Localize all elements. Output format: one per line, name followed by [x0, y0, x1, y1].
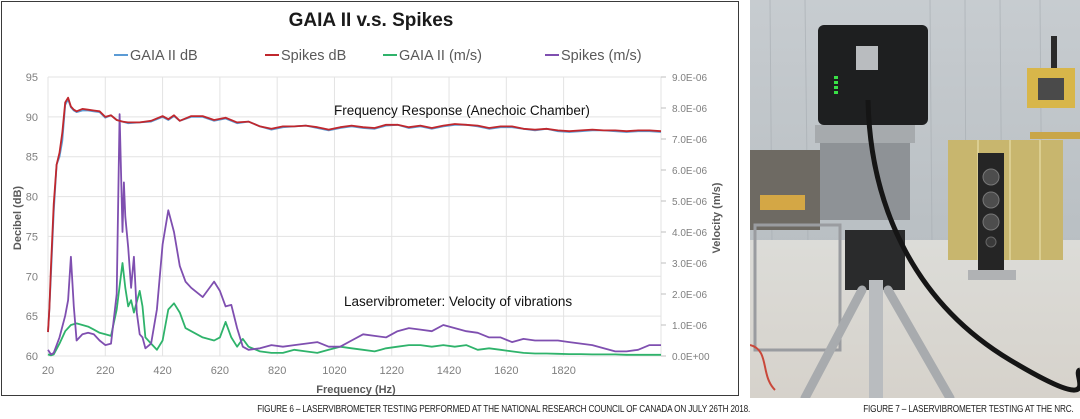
speaker-driver: [982, 191, 1000, 209]
device-mount-top: [815, 125, 915, 143]
y2-tick-label: 8.0E-06: [672, 104, 707, 115]
legend: GAIA II dB Spikes dB GAIA II (m/s) Spikes (…: [114, 48, 642, 64]
y-tick-label: 90: [26, 112, 38, 124]
y2-tick-label: 1.0E-06: [672, 321, 707, 332]
speaker-base: [968, 270, 1016, 280]
red-cable: [750, 344, 776, 391]
annotation-frequency-response: Frequency Response (Anechoic Chamber): [334, 103, 590, 118]
x-tick-label: 1220: [379, 365, 403, 377]
x-tick-label: 1820: [551, 365, 575, 377]
yellow-box: [760, 195, 805, 210]
speaker-driver: [982, 168, 1000, 186]
series-line-spikes-db: [47, 96, 662, 333]
y2-tick-label: 7.0E-06: [672, 135, 707, 146]
metal-frame: [753, 223, 842, 352]
laser-aperture: [856, 46, 878, 70]
figure-7-caption: FIGURE 7 – LASERVIBROMETER TESTING AT TH…: [863, 404, 1075, 415]
chart-frame: 60 65 70 75 80 85 90 95 20 220 420 620 820 1020 1220 14…: [1, 1, 739, 396]
series-line-spikes-m-s: [47, 113, 661, 356]
legend-label: Spikes (m/s): [561, 48, 642, 64]
x-tick-label: 420: [153, 365, 171, 377]
speaker-driver: [982, 213, 1000, 231]
y2-tick-label: 0.0E+00: [672, 352, 710, 363]
y-tick-label: 65: [26, 311, 38, 323]
chart-title: GAIA II v.s. Spikes: [289, 10, 454, 31]
tripod-legs: [800, 285, 955, 398]
y2-tick-label: 6.0E-06: [672, 166, 707, 177]
gridlines: [47, 76, 662, 357]
speaker-driver: [985, 236, 997, 248]
y-tick-label: 75: [26, 231, 38, 243]
tripod-column: [869, 280, 883, 398]
y2-tick-label: 5.0E-06: [672, 197, 707, 208]
y-tick-label: 80: [26, 192, 38, 204]
legend-label: GAIA II dB: [130, 48, 198, 64]
y2-axis-title: Velocity (m/s): [711, 182, 723, 253]
x-tick-label: 220: [96, 365, 114, 377]
y2-tick-label: 3.0E-06: [672, 259, 707, 270]
x-tick-label: 20: [42, 365, 54, 377]
y-tick-label: 95: [26, 72, 38, 84]
light-panel-center: [1038, 78, 1064, 100]
figure-6-caption: FIGURE 6 – LASERVIBROMETER TESTING PERFO…: [257, 404, 750, 415]
y-tick-label: 60: [26, 351, 38, 363]
laservibrometer-head: [818, 25, 928, 125]
x-tick-label: 1620: [494, 365, 518, 377]
shelf: [1030, 132, 1080, 139]
x-axis-title: Frequency (Hz): [316, 384, 396, 396]
x-tick-label: 620: [211, 365, 229, 377]
x-tick-label: 820: [268, 365, 286, 377]
y-tick-label: 85: [26, 152, 38, 164]
insulation-foam: [948, 140, 1063, 260]
y-tick-label: 70: [26, 271, 38, 283]
series-layer: [47, 96, 662, 357]
photo-illustration: [750, 0, 1080, 398]
y2-tick-label: 2.0E-06: [672, 290, 707, 301]
axes-layer: 60 65 70 75 80 85 90 95 20 220 420 620 820 1020 1220 14…: [26, 72, 710, 377]
antenna: [1051, 36, 1057, 68]
y-axis-title: Decibel (dB): [12, 186, 24, 251]
annotation-velocity: Laservibrometer: Velocity of vibrations: [344, 294, 572, 309]
chart: 60 65 70 75 80 85 90 95 20 220 420 620 820 1020 1220 14…: [12, 10, 723, 396]
x-tick-label: 1420: [437, 365, 461, 377]
legend-label: GAIA II (m/s): [399, 48, 482, 64]
y2-tick-label: 9.0E-06: [672, 73, 707, 84]
laservibrometer-photo: [750, 0, 1080, 398]
background-cabinet: [750, 150, 820, 230]
legend-label: Spikes dB: [281, 48, 346, 64]
x-tick-label: 1020: [322, 365, 346, 377]
y2-tick-label: 4.0E-06: [672, 228, 707, 239]
status-leds: [834, 76, 838, 94]
